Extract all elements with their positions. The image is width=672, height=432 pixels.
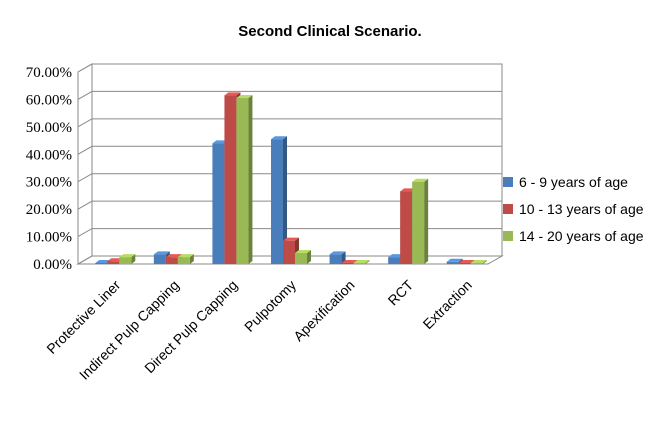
legend-label: 6 - 9 years of age: [519, 174, 628, 190]
bar-front: [400, 191, 413, 264]
legend: 6 - 9 years of age 10 - 13 years of age 14…: [503, 174, 644, 244]
legend-swatch: [503, 204, 513, 214]
bar: [295, 250, 311, 264]
bar-top: [446, 258, 463, 262]
bar: [271, 136, 287, 264]
bar-top: [412, 178, 429, 182]
bar-front: [153, 254, 166, 264]
legend-item: 14 - 20 years of age: [503, 228, 644, 244]
x-category-label: RCT: [385, 276, 417, 308]
bar-front: [458, 263, 471, 264]
bars: [95, 92, 487, 264]
bar-top: [341, 260, 358, 263]
bar-front: [107, 261, 120, 264]
bar-top: [295, 250, 311, 254]
gridline: [77, 200, 502, 210]
bar-front: [470, 263, 483, 264]
y-tick-label: 40.00%: [26, 147, 72, 163]
x-category-label: Extraction: [420, 277, 475, 332]
bar: [283, 237, 299, 264]
bar-front: [212, 143, 225, 264]
bar: [412, 178, 429, 264]
bar: [470, 260, 487, 264]
bar-top: [224, 92, 241, 96]
x-category-label: Apexification: [290, 277, 357, 344]
bar-front: [353, 263, 366, 264]
bar-front: [329, 254, 342, 264]
gridlines: [77, 63, 502, 265]
side-wall: [77, 63, 93, 265]
bar: [353, 260, 370, 264]
bar-side: [307, 250, 311, 264]
gridline: [77, 90, 502, 100]
bar-front: [177, 257, 190, 264]
gridline: [77, 63, 502, 73]
bar-front: [446, 261, 459, 264]
bar-top: [177, 254, 194, 258]
legend-swatch: [503, 177, 513, 187]
bar-front: [283, 240, 295, 264]
gridline: [77, 228, 502, 238]
bar-front: [224, 95, 237, 264]
x-category-label: Pulpotomy: [241, 277, 299, 335]
bar-top: [271, 136, 287, 140]
legend-swatch: [503, 231, 513, 241]
gridline: [77, 173, 502, 183]
bar-front: [341, 263, 354, 264]
bar-front: [236, 98, 249, 264]
bar-front: [412, 181, 425, 264]
legend-label: 14 - 20 years of age: [519, 228, 644, 244]
bar-side: [131, 254, 136, 264]
y-tick-label: 70.00%: [26, 65, 72, 81]
legend-item: 6 - 9 years of age: [503, 174, 628, 190]
bar-side: [424, 178, 429, 264]
bar-top: [283, 237, 299, 241]
bar-front: [119, 257, 132, 264]
bar-side: [283, 136, 287, 264]
bar-top: [458, 260, 475, 263]
bar: [236, 95, 253, 264]
bar-top: [153, 251, 170, 255]
chart-back-wall: [76, 63, 504, 265]
x-category-label: Indirect Pulp Capping: [76, 277, 182, 383]
back-wall: [91, 63, 503, 257]
bar-front: [95, 263, 108, 264]
bar-side: [248, 95, 253, 264]
legend-item: 10 - 13 years of age: [503, 201, 644, 217]
bar-top: [236, 95, 253, 99]
y-tick-label: 60.00%: [26, 92, 72, 108]
bar-side: [365, 260, 370, 264]
y-tick-label: 50.00%: [26, 120, 72, 136]
bar-side: [189, 254, 194, 264]
bar-front: [388, 257, 401, 264]
y-tick-label: 0.00%: [33, 257, 72, 273]
y-axis-ticks: 0.00% 10.00% 20.00% 30.00% 40.00% 50.00% 60.00…: [26, 65, 72, 273]
legend-label: 10 - 13 years of age: [519, 201, 644, 217]
y-tick-label: 10.00%: [26, 230, 72, 246]
bar: [119, 254, 136, 264]
bar-top: [470, 260, 487, 263]
bar-top: [353, 260, 370, 263]
bar-front: [295, 253, 307, 264]
gridline: [77, 255, 502, 265]
bar-top: [329, 251, 346, 255]
bar-front: [165, 257, 178, 264]
bar-top: [165, 254, 182, 258]
bar: [177, 254, 194, 264]
bar-front: [271, 139, 283, 264]
gridline: [77, 118, 502, 128]
bar-side: [482, 260, 487, 264]
gridline: [77, 145, 502, 155]
y-tick-label: 20.00%: [26, 202, 72, 218]
chart-title: Second Clinical Scenario.: [238, 23, 421, 40]
y-tick-label: 30.00%: [26, 175, 72, 191]
bar-top: [119, 254, 136, 258]
